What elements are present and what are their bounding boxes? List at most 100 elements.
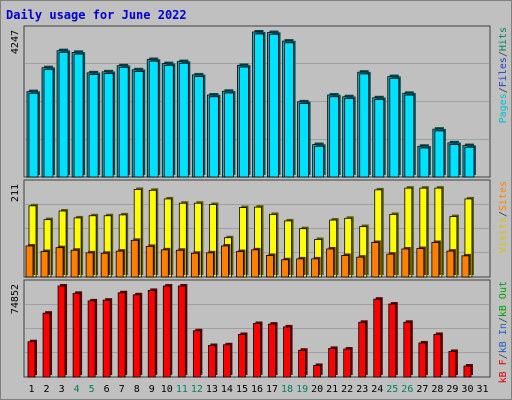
kbf-bar: [57, 285, 66, 378]
pages-bar: [103, 73, 114, 178]
x-tick-label: 18: [281, 384, 293, 395]
kbf-bar: [238, 334, 246, 378]
legend-item: Visits: [498, 217, 509, 253]
sites-bar: [356, 256, 365, 278]
kbf-bar: [27, 341, 36, 378]
sites-bar: [311, 258, 320, 278]
pages-bar: [254, 33, 264, 178]
pages-bar: [73, 53, 84, 178]
pages-bar: [88, 74, 99, 178]
pages-bar: [208, 96, 219, 178]
x-tick-label: 2: [44, 384, 50, 395]
pages-bar: [269, 33, 279, 178]
pages-bar: [389, 77, 400, 178]
x-tick-label: 5: [89, 384, 95, 395]
pages-bar: [224, 92, 234, 178]
x-tick-label: 12: [191, 384, 203, 395]
sites-bar: [266, 255, 274, 278]
kbf-bar: [358, 321, 367, 378]
legend-item: /: [498, 353, 509, 359]
kbf-bar: [448, 351, 457, 378]
sites-bar: [221, 245, 229, 278]
kbf-bar: [388, 303, 397, 378]
pages-bar: [359, 73, 370, 178]
legend-item: Sites: [498, 181, 509, 211]
pages-bar: [58, 51, 69, 178]
legend-item: Pages: [498, 93, 509, 123]
x-tick-label: 29: [446, 384, 458, 395]
chart-panels: 4247Pages/Files/Hits211Visits/Sites74852…: [10, 25, 509, 383]
pages-bar: [193, 76, 204, 178]
panel-middle-legend: Visits/Sites: [498, 181, 509, 253]
kbf-bar: [268, 323, 276, 378]
x-tick-label: 23: [356, 384, 368, 395]
sites-bar: [416, 248, 425, 278]
pages-bar: [284, 42, 294, 178]
x-tick-label: 22: [341, 384, 353, 395]
sites-bar: [205, 252, 214, 278]
kbf-bar: [117, 292, 126, 378]
sites-bar: [326, 248, 335, 278]
kbf-bar: [72, 292, 81, 378]
pages-bar: [434, 130, 445, 178]
sites-bar: [145, 245, 154, 278]
sites-bar: [371, 242, 380, 278]
sites-bar: [130, 239, 139, 278]
sites-bar: [25, 245, 34, 278]
sites-bar: [401, 248, 410, 278]
sites-bar: [70, 249, 79, 278]
sites-bar: [190, 252, 199, 278]
x-tick-label: 6: [104, 384, 110, 395]
legend-item: kB F: [498, 359, 509, 383]
sites-bar: [386, 253, 395, 278]
panel-middle: 211 Visits/Sites: [10, 179, 509, 278]
x-tick-label: 3: [59, 384, 65, 395]
legend-item: /: [498, 51, 509, 57]
kbf-bar: [283, 326, 291, 378]
kbf-bar: [207, 345, 216, 378]
pages-bar: [404, 94, 415, 178]
pages-bar: [449, 144, 460, 178]
x-tick-label: 11: [176, 384, 188, 395]
pages-bar: [419, 147, 430, 178]
x-tick-label: 19: [296, 384, 308, 395]
kbf-bar: [87, 300, 96, 378]
x-tick-label: 24: [371, 384, 383, 395]
pages-bar: [163, 64, 174, 178]
kbf-bar: [463, 365, 472, 378]
kbf-bar: [403, 321, 412, 378]
kbf-bar: [418, 342, 427, 378]
x-tick-label: 4: [74, 384, 80, 395]
kbf-bar: [132, 294, 141, 378]
pages-bar: [239, 66, 249, 178]
sites-bar: [236, 251, 244, 278]
legend-item: kB In: [498, 323, 509, 353]
x-tick-label: 27: [416, 384, 428, 395]
panel-middle-max-label: 211: [10, 184, 21, 202]
kbf-bar: [177, 285, 186, 378]
x-tick-label: 13: [206, 384, 218, 395]
x-tick-label: 28: [431, 384, 443, 395]
x-axis-ticks: 1 2 3 4 5 6 7 8 9 10 11 12 13 14 15 16 17 18 19 20 21 22 23 24 2…: [29, 384, 489, 395]
x-tick-label: 26: [401, 384, 413, 395]
sites-bar: [251, 249, 259, 278]
x-tick-label: 14: [221, 384, 233, 395]
kbf-bar: [102, 299, 111, 378]
pages-bar: [329, 96, 340, 178]
pages-bar: [133, 71, 144, 178]
x-tick-label: 9: [149, 384, 155, 395]
legend-item: /: [498, 317, 509, 323]
pages-bar: [299, 103, 309, 178]
legend-item: /: [498, 87, 509, 93]
sites-bar: [55, 247, 64, 278]
x-tick-label: 10: [161, 384, 173, 395]
x-tick-label: 20: [311, 384, 323, 395]
sites-bar: [175, 249, 184, 278]
x-tick-label: 15: [236, 384, 248, 395]
sites-bar: [160, 249, 169, 278]
kbf-bar: [223, 344, 231, 378]
pages-bar: [344, 98, 355, 178]
sites-bar: [341, 255, 350, 278]
legend-item: /: [498, 211, 509, 217]
